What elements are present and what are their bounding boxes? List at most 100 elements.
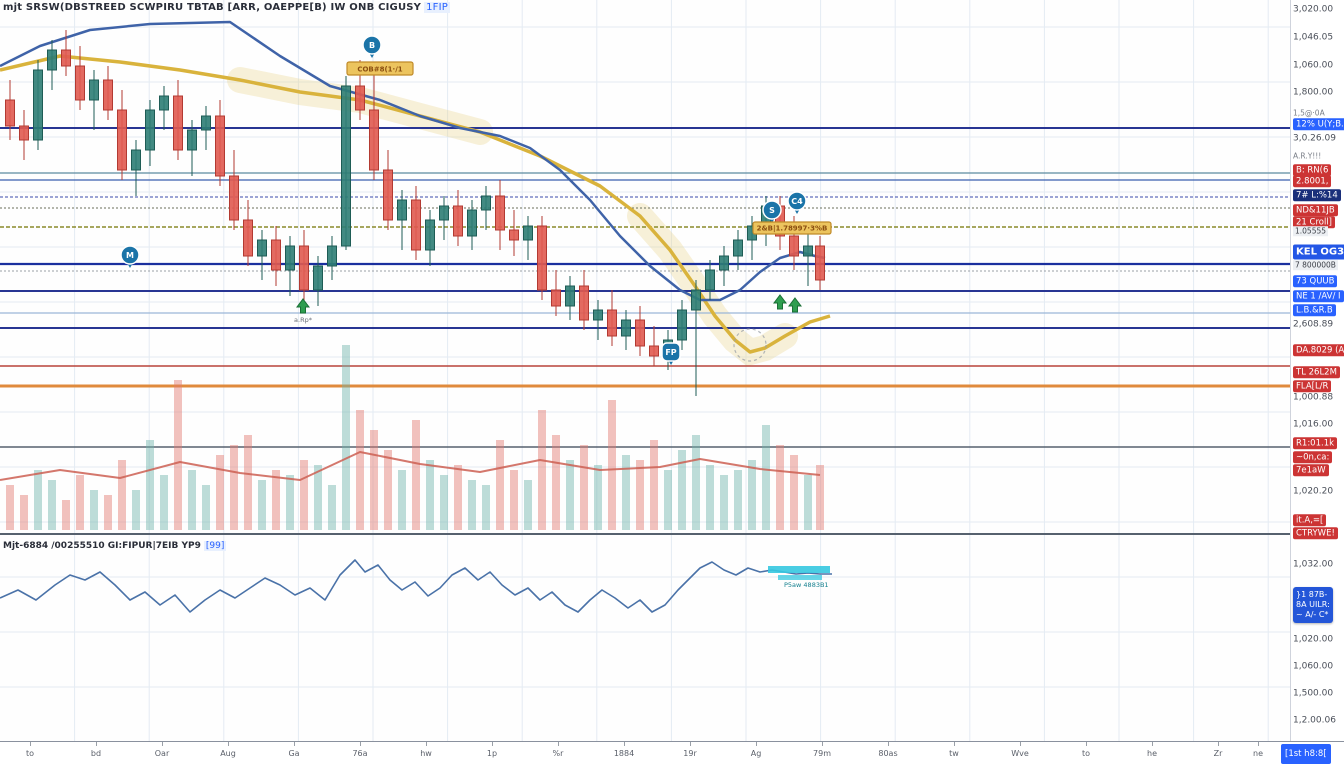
rsi-note-text: P5aw 4883B1 <box>784 581 829 589</box>
price-alert-label[interactable]: 7 800000B <box>1293 260 1338 270</box>
pin-marker[interactable]: FP <box>661 342 681 365</box>
time-tick <box>1020 742 1021 746</box>
price-alert-label[interactable]: 7e1aW <box>1293 464 1329 476</box>
volume-bar <box>496 440 504 530</box>
time-tick-label: 19r <box>683 749 697 758</box>
time-tick-label: %r <box>552 749 564 758</box>
candle-body <box>327 245 337 267</box>
time-axis[interactable]: to bd Oar Aug Ga 76a hw 1p %r 1884 19r Ag 79m 80as tw W… <box>0 741 1344 768</box>
candle-body <box>173 95 183 151</box>
buy-arrow-marker[interactable]: a.Rp* <box>294 298 313 324</box>
price-tick-label: 2,608.89 <box>1293 319 1334 330</box>
candle-body <box>33 69 43 141</box>
volume-bar <box>664 470 672 530</box>
price-tick-label: 1,032.00 <box>1293 559 1334 570</box>
volume-bar <box>34 470 42 530</box>
price-alert-label[interactable]: 1.05555 <box>1293 226 1329 236</box>
price-alert-label[interactable]: R1:01.1k <box>1293 437 1338 449</box>
chart-title-badge[interactable]: 1FIP <box>424 2 451 13</box>
candle-body <box>19 125 29 141</box>
volume-bar <box>20 495 28 530</box>
flag-label[interactable]: COB#8(1·/1 <box>346 61 414 76</box>
time-tick <box>492 742 493 746</box>
price-alert-label[interactable]: ND&11JB <box>1293 204 1338 216</box>
price-alert-label[interactable]: 12% U(Y;B. <box>1293 118 1344 130</box>
volume-bar <box>160 475 168 530</box>
price-alert-label[interactable]: DA.8029 (A <box>1293 344 1344 356</box>
candle-body <box>159 95 169 111</box>
volume-bar <box>608 400 616 530</box>
indicator-title[interactable]: Mjt-6884 /00255510 GI:FIPUR|7EIB YP9 [99] <box>3 541 227 551</box>
volume-bar <box>816 465 824 530</box>
indicator-value-label[interactable]: }1 87B- 8A UILR: ~ A/- C* <box>1293 587 1333 623</box>
price-alert-label[interactable]: L.B.&R.B <box>1293 304 1336 316</box>
price-alert-label[interactable]: NE 1 /AV/ I <box>1293 290 1344 302</box>
time-tick-label: Zr <box>1213 749 1223 758</box>
flag-box <box>346 61 414 76</box>
candle-body <box>815 245 825 281</box>
buy-arrow-marker[interactable] <box>773 294 787 310</box>
price-alert-label[interactable]: KEL OG3B <box>1293 244 1344 260</box>
volume-bar <box>776 445 784 530</box>
volume-bar <box>104 495 112 530</box>
chart-canvas[interactable]: B M S C4 FP COB#8(1·/1 2&B|1.78997·3%B a.Rp* P5a… <box>0 0 1290 741</box>
pin-marker[interactable]: M <box>120 245 140 268</box>
volume-bar <box>398 470 406 530</box>
candle-body <box>467 209 477 237</box>
volume-bar <box>622 455 630 530</box>
candle-body <box>579 285 589 321</box>
time-tick <box>558 742 559 746</box>
time-tick-label: tw <box>949 749 959 758</box>
candle-body <box>607 309 617 337</box>
indicator-title-text: Mjt-6884 /00255510 GI:FIPUR|7EIB YP9 <box>3 541 201 551</box>
price-alert-label[interactable]: ~0n,ca: <box>1293 451 1333 463</box>
plot-area[interactable]: B M S C4 FP COB#8(1·/1 2&B|1.78997·3%B a.Rp* P5a… <box>0 0 1290 741</box>
volume-bar <box>90 490 98 530</box>
price-tick-label: 1,060.00 <box>1293 661 1334 672</box>
candle-body <box>719 255 729 271</box>
candle-body <box>89 79 99 101</box>
volume-bar <box>510 470 518 530</box>
volume-bar <box>132 490 140 530</box>
current-time-label[interactable]: [1st h8:8[ <box>1281 744 1331 764</box>
volume-bar <box>6 485 14 530</box>
volume-bar <box>48 480 56 530</box>
pin-marker[interactable]: B <box>362 35 382 58</box>
chart-title[interactable]: mjt SRSW(DBSTREED SCWPIRU TBTAB [ARR, OA… <box>3 2 451 13</box>
volume-bar <box>580 445 588 530</box>
price-tick-label: 1,2.00.06 <box>1293 715 1336 726</box>
volume-bar <box>384 450 392 530</box>
price-alert-label[interactable]: TL 26L2M <box>1293 366 1340 378</box>
pin-marker[interactable]: C4 <box>787 191 807 214</box>
volume-bar <box>328 485 336 530</box>
price-alert-label[interactable]: it.A,=[ <box>1293 514 1327 526</box>
price-axis[interactable]: 3,020.00 1,046.05 1,060.00 1,800.00 1,5@·0A 1… <box>1290 0 1344 741</box>
candle-body <box>691 289 701 311</box>
price-alert-label[interactable]: B: RN(6 <box>1293 164 1332 176</box>
price-alert-label[interactable]: 73 QUUB <box>1293 275 1338 287</box>
pin-body <box>120 245 140 265</box>
time-tick-label: Oar <box>154 749 170 758</box>
price-alert-label[interactable]: 21 Croll] <box>1293 216 1336 228</box>
indicator-title-badge[interactable]: [99] <box>203 541 227 551</box>
candle-body <box>425 219 435 251</box>
buy-arrow-marker[interactable] <box>788 297 802 313</box>
time-tick <box>30 742 31 746</box>
pin-marker[interactable]: S <box>762 200 782 223</box>
candle-body <box>187 129 197 151</box>
price-tick-label: 1,020.20 <box>1293 486 1334 497</box>
time-tick-label: hw <box>420 749 432 758</box>
price-alert-label[interactable]: 2.8001, <box>1293 175 1332 187</box>
ma-blue-line <box>0 20 826 302</box>
time-tick-label: bd <box>90 749 102 758</box>
volume-bar <box>76 475 84 530</box>
volume-bar <box>146 440 154 530</box>
price-alert-label[interactable]: CTRYWE! <box>1293 527 1338 539</box>
flag-label[interactable]: 2&B|1.78997·3%B <box>752 221 832 235</box>
volume-bar <box>552 435 560 530</box>
arrow-up-icon <box>788 297 802 313</box>
volume-bar <box>118 460 126 530</box>
price-alert-label[interactable]: 7# L:%14 <box>1293 189 1341 201</box>
candle-body <box>243 219 253 257</box>
price-alert-label[interactable]: FLA[L/R <box>1293 380 1332 392</box>
